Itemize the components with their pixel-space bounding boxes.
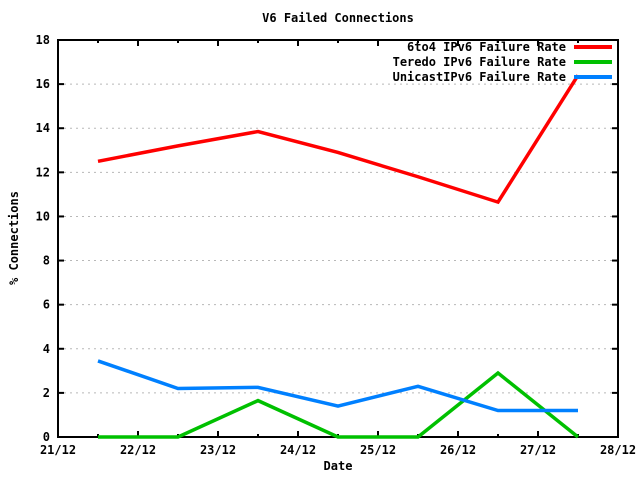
legend-line-swatch-0 [574,44,612,49]
y-tick-label-3: 6 [43,298,50,312]
x-tick-label-5: 26/12 [440,443,476,457]
series-line-2 [97,359,578,413]
x-tick-label-4: 25/12 [360,443,396,457]
legend: 6to4 IPv6 Failure Rate Teredo IPv6 Failur… [393,39,612,84]
y-tick-label-7: 14 [36,121,50,135]
x-tick-label-7: 28/12 [600,443,636,457]
legend-line-swatch-1 [574,59,612,64]
x-axis-label: Date [323,459,353,473]
chart-title: V6 Failed Connections [262,11,414,25]
legend-label-1: Teredo IPv6 Failure Rate [392,54,566,69]
legend-line-swatch-2 [574,74,612,79]
y-tick-label-5: 10 [36,209,50,223]
legend-item-1: Teredo IPv6 Failure Rate [393,54,612,69]
y-tick-label-4: 8 [43,254,50,268]
series-line-0 [97,74,580,205]
legend-item-0: 6to4 IPv6 Failure Rate [393,39,612,54]
y-tick-label-9: 18 [36,33,50,47]
legend-item-2: UnicastIPv6 Failure Rate [393,69,612,84]
series-line-1 [98,370,580,439]
y-tick-label-6: 12 [36,165,50,179]
x-tick-label-3: 24/12 [280,443,316,457]
y-axis-label: % Connections [7,191,21,285]
y-tick-label-1: 2 [43,386,50,400]
y-tick-label-2: 4 [43,342,50,356]
y-tick-label-0: 0 [43,430,50,444]
legend-label-0: 6to4 IPv6 Failure Rate [407,39,566,54]
x-tick-label-6: 27/12 [520,443,556,457]
y-tick-label-8: 16 [36,77,50,91]
x-tick-label-1: 22/12 [120,443,156,457]
x-tick-label-2: 23/12 [200,443,236,457]
x-tick-label-0: 21/12 [40,443,76,457]
legend-label-2: UnicastIPv6 Failure Rate [392,69,566,84]
